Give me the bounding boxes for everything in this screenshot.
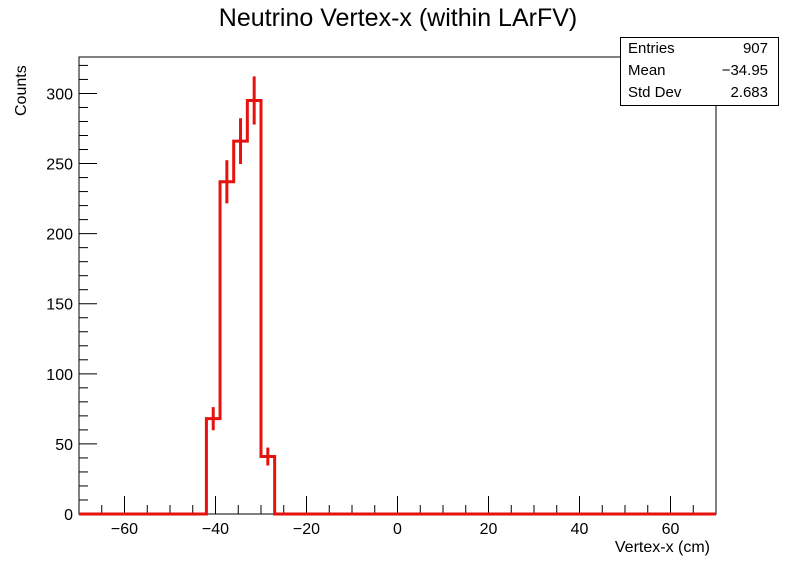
y-axis: 0 50 100 150 200 250 300 <box>46 64 97 524</box>
stats-row-mean: Mean −34.95 <box>621 60 778 82</box>
histogram-outline <box>79 98 716 516</box>
chart-title: Neutrino Vertex-x (within LArFV) <box>218 4 578 32</box>
plot-frame <box>78 56 717 515</box>
histogram-series <box>79 76 716 516</box>
y-tick-label: 250 <box>46 157 73 174</box>
y-tick-label: 300 <box>46 86 73 103</box>
stats-value: −34.95 <box>721 62 768 79</box>
y-tick-label: 50 <box>55 437 73 454</box>
y-tick-label: 0 <box>64 507 73 524</box>
stats-label: Mean <box>628 62 666 79</box>
x-tick-label: −60 <box>111 521 138 538</box>
stats-box: Entries 907 Mean −34.95 Std Dev 2.683 <box>620 37 779 106</box>
plot-frame-border <box>78 56 717 515</box>
y-tick-label: 200 <box>46 227 73 244</box>
x-tick-label: −40 <box>202 521 229 538</box>
stats-row-std-dev: Std Dev 2.683 <box>621 82 778 104</box>
x-axis: −60 −40 −20 0 20 40 60 <box>78 496 717 538</box>
x-tick-label: 40 <box>571 521 589 538</box>
y-axis-label: Counts <box>13 65 30 116</box>
stats-row-entries: Entries 907 <box>621 38 778 60</box>
x-axis-label: Vertex-x (cm) <box>615 539 710 556</box>
y-tick-label: 150 <box>46 297 73 314</box>
x-tick-label: 0 <box>393 521 402 538</box>
stats-label: Entries <box>628 40 675 57</box>
x-tick-label: 60 <box>662 521 680 538</box>
stats-label: Std Dev <box>628 84 682 101</box>
stats-value: 2.683 <box>730 84 768 101</box>
x-tick-label: −20 <box>293 521 320 538</box>
y-tick-label: 100 <box>46 367 73 384</box>
stats-value: 907 <box>742 40 768 57</box>
x-tick-label: 20 <box>480 521 498 538</box>
